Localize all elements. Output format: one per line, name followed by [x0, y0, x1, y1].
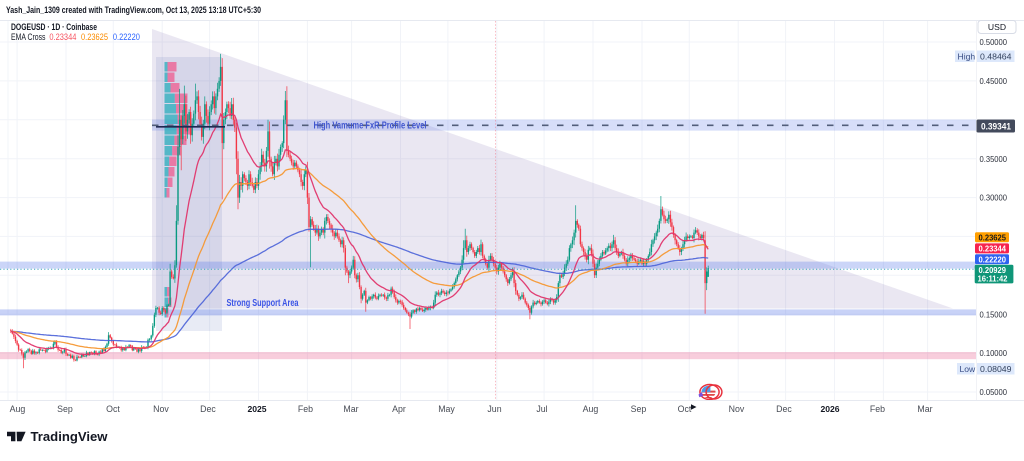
svg-text:0.15000: 0.15000: [980, 309, 1008, 319]
svg-text:Oct: Oct: [678, 404, 692, 414]
svg-text:2025: 2025: [247, 404, 266, 414]
svg-text:0.45000: 0.45000: [980, 76, 1008, 86]
svg-text:2026: 2026: [820, 404, 839, 414]
svg-text:Aug: Aug: [583, 404, 599, 414]
svg-text:Jun: Jun: [487, 404, 501, 414]
svg-text:TradingView: TradingView: [31, 430, 108, 444]
svg-text:0.48464: 0.48464: [980, 51, 1012, 61]
svg-text:Dec: Dec: [776, 404, 792, 414]
svg-text:0.35000: 0.35000: [980, 154, 1008, 164]
svg-text:Nov: Nov: [153, 404, 169, 414]
svg-text:Apr: Apr: [392, 404, 406, 414]
svg-text:EMA Cross: EMA Cross: [11, 32, 46, 42]
svg-text:Dec: Dec: [200, 404, 216, 414]
svg-text:High Vamume FxR Profile Level: High Vamume FxR Profile Level: [314, 121, 427, 132]
svg-text:0.22220: 0.22220: [979, 255, 1007, 265]
svg-text:0.23625: 0.23625: [979, 233, 1007, 243]
svg-text:0.30000: 0.30000: [980, 193, 1008, 203]
svg-text:0.23344: 0.23344: [979, 244, 1007, 254]
svg-text:Sep: Sep: [57, 404, 73, 414]
svg-text:0.08049: 0.08049: [980, 364, 1012, 374]
svg-text:Aug: Aug: [10, 404, 26, 414]
svg-text:Mar: Mar: [917, 404, 932, 414]
svg-text:Yash_Jain_1309 created with Tr: Yash_Jain_1309 created with TradingView.…: [6, 4, 261, 15]
svg-text:16:11:42: 16:11:42: [978, 274, 1008, 284]
svg-text:0.22220: 0.22220: [113, 32, 140, 42]
svg-text:0.20929: 0.20929: [979, 265, 1007, 275]
svg-text:0.05000: 0.05000: [980, 387, 1008, 397]
svg-text:Feb: Feb: [870, 404, 885, 414]
svg-text:Sep: Sep: [631, 404, 647, 414]
svg-text:0.39341: 0.39341: [981, 121, 1011, 131]
svg-text:High: High: [958, 51, 976, 61]
svg-text:0.23344: 0.23344: [49, 32, 76, 42]
svg-text:Strong Support Area: Strong Support Area: [227, 298, 299, 309]
svg-text:USD: USD: [988, 22, 1006, 32]
svg-text:May: May: [438, 404, 455, 414]
svg-text:Mar: Mar: [343, 404, 358, 414]
svg-text:Jul: Jul: [536, 404, 547, 414]
svg-text:DOGEUSD · 1D · Coinbase: DOGEUSD · 1D · Coinbase: [11, 22, 97, 32]
svg-text:Nov: Nov: [729, 404, 745, 414]
svg-text:Oct: Oct: [106, 404, 120, 414]
svg-text:0.50000: 0.50000: [980, 37, 1008, 47]
svg-text:Low: Low: [960, 364, 977, 374]
svg-text:0.23625: 0.23625: [81, 32, 108, 42]
svg-text:Feb: Feb: [298, 404, 313, 414]
svg-text:0.10000: 0.10000: [980, 348, 1008, 358]
